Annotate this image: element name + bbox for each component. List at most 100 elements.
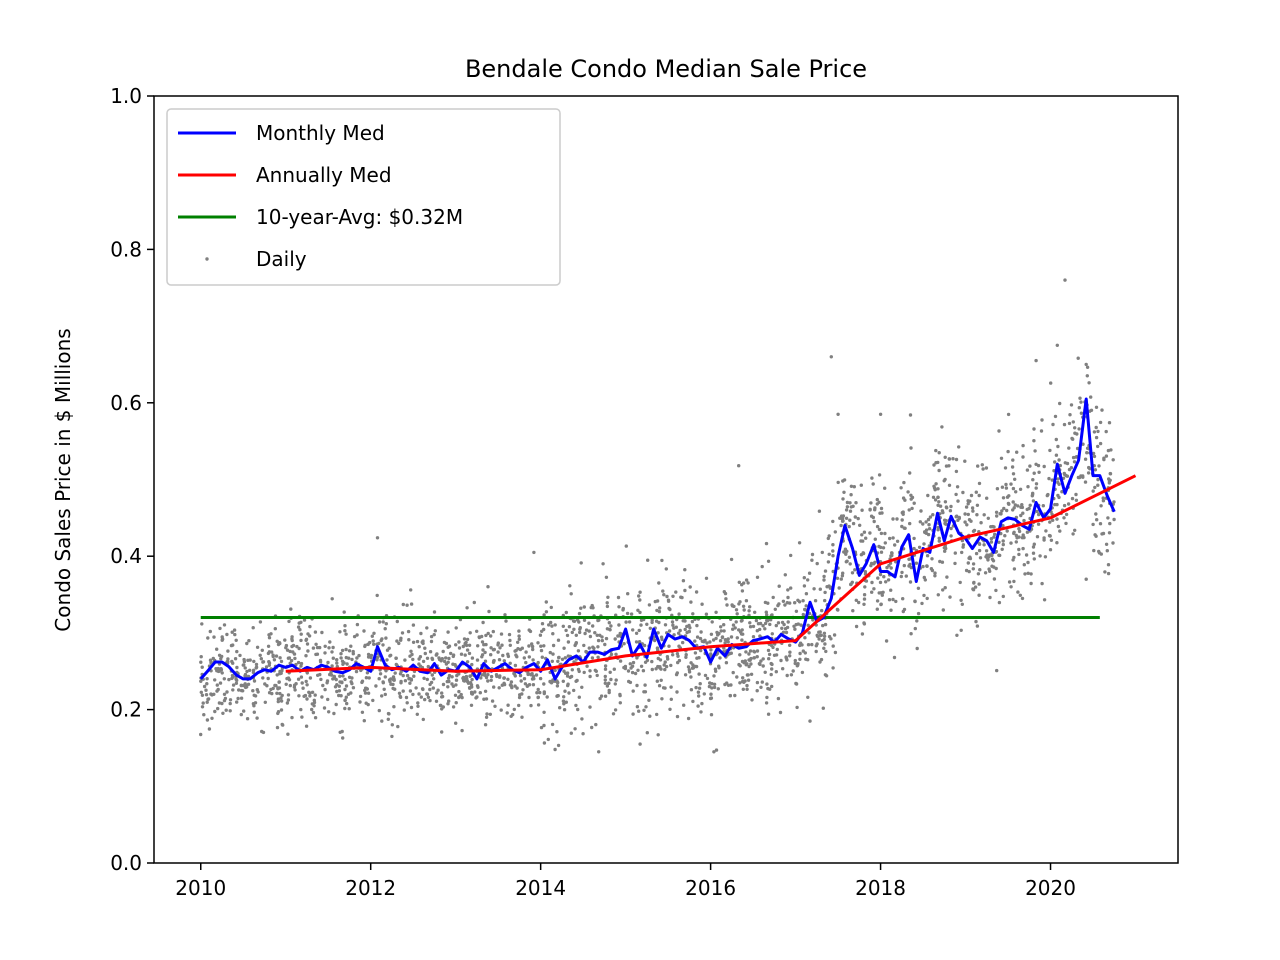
daily-point [1007, 494, 1011, 498]
daily-point [937, 451, 941, 455]
daily-point [233, 657, 238, 661]
daily-point [1000, 547, 1004, 551]
daily-point [699, 630, 703, 634]
daily-point [810, 642, 814, 647]
daily-point [833, 530, 837, 534]
daily-point [454, 701, 458, 705]
daily-point [858, 523, 862, 527]
daily-point [613, 637, 617, 641]
daily-point [903, 526, 907, 530]
daily-point [1026, 560, 1030, 565]
daily-point [875, 607, 879, 611]
daily-point [1026, 571, 1030, 575]
daily-point [1018, 487, 1023, 491]
daily-point [614, 613, 618, 617]
daily-point [1079, 411, 1084, 415]
daily-point [564, 700, 568, 704]
daily-point [966, 502, 970, 506]
daily-point [418, 664, 423, 668]
daily-point [804, 592, 809, 596]
daily-point [477, 635, 482, 640]
daily-point [212, 692, 216, 696]
daily-point [450, 675, 454, 679]
daily-point [891, 597, 895, 602]
daily-point [577, 695, 581, 699]
daily-point [563, 656, 567, 660]
daily-point [415, 639, 420, 644]
daily-point [966, 512, 970, 517]
daily-point [875, 599, 880, 603]
daily-point [430, 657, 435, 662]
daily-point [775, 647, 779, 652]
daily-point [258, 620, 263, 624]
daily-point [366, 691, 371, 695]
daily-point [1068, 413, 1072, 417]
daily-point [987, 553, 992, 557]
daily-point [335, 658, 339, 662]
daily-point [364, 701, 368, 705]
monthly-median-line [199, 397, 1116, 681]
daily-point [691, 666, 696, 670]
daily-point [792, 624, 796, 628]
daily-point [258, 653, 262, 657]
daily-point [447, 699, 451, 703]
daily-point [1111, 541, 1115, 545]
daily-point [1092, 430, 1097, 434]
daily-point [1006, 412, 1011, 417]
daily-point [803, 636, 807, 640]
daily-point [387, 678, 392, 682]
daily-point [369, 653, 374, 658]
daily-point [1063, 278, 1067, 282]
daily-point [539, 644, 543, 648]
daily-point [667, 629, 672, 633]
daily-point [658, 665, 662, 669]
daily-point [457, 689, 461, 694]
daily-point [292, 685, 297, 689]
daily-point [405, 673, 410, 678]
daily-point [496, 641, 500, 645]
daily-point [377, 708, 381, 713]
daily-point [326, 697, 330, 702]
daily-point [482, 671, 487, 675]
daily-point [603, 694, 608, 698]
daily-point [820, 608, 824, 613]
daily-point [340, 680, 344, 685]
daily-point [844, 516, 849, 520]
daily-point [845, 505, 850, 509]
daily-point [883, 531, 887, 536]
daily-point [1007, 580, 1012, 584]
daily-point [891, 517, 895, 521]
daily-point [761, 624, 765, 628]
daily-point [749, 656, 753, 661]
daily-point [658, 658, 663, 662]
daily-point [538, 633, 543, 637]
daily-point [1021, 455, 1025, 459]
daily-point [446, 685, 450, 689]
daily-point [968, 556, 973, 561]
daily-point [667, 644, 671, 648]
daily-point [276, 699, 280, 704]
daily-point [683, 588, 687, 593]
daily-point [795, 705, 799, 710]
daily-point [279, 671, 283, 675]
daily-point [930, 557, 934, 561]
daily-point [400, 631, 405, 635]
daily-point [631, 660, 636, 665]
daily-point [984, 466, 989, 470]
daily-point [689, 675, 693, 679]
daily-point [421, 659, 426, 664]
daily-point [870, 476, 874, 480]
daily-point [238, 653, 242, 658]
daily-point [891, 536, 895, 540]
daily-point [295, 644, 299, 649]
daily-point [425, 692, 430, 696]
daily-point [689, 661, 693, 665]
daily-point [994, 510, 999, 514]
daily-point [879, 550, 884, 554]
daily-point [1055, 343, 1060, 347]
daily-point [363, 644, 367, 649]
daily-point [483, 723, 488, 727]
daily-point [945, 506, 949, 510]
daily-point [332, 711, 336, 716]
daily-point [957, 445, 961, 449]
